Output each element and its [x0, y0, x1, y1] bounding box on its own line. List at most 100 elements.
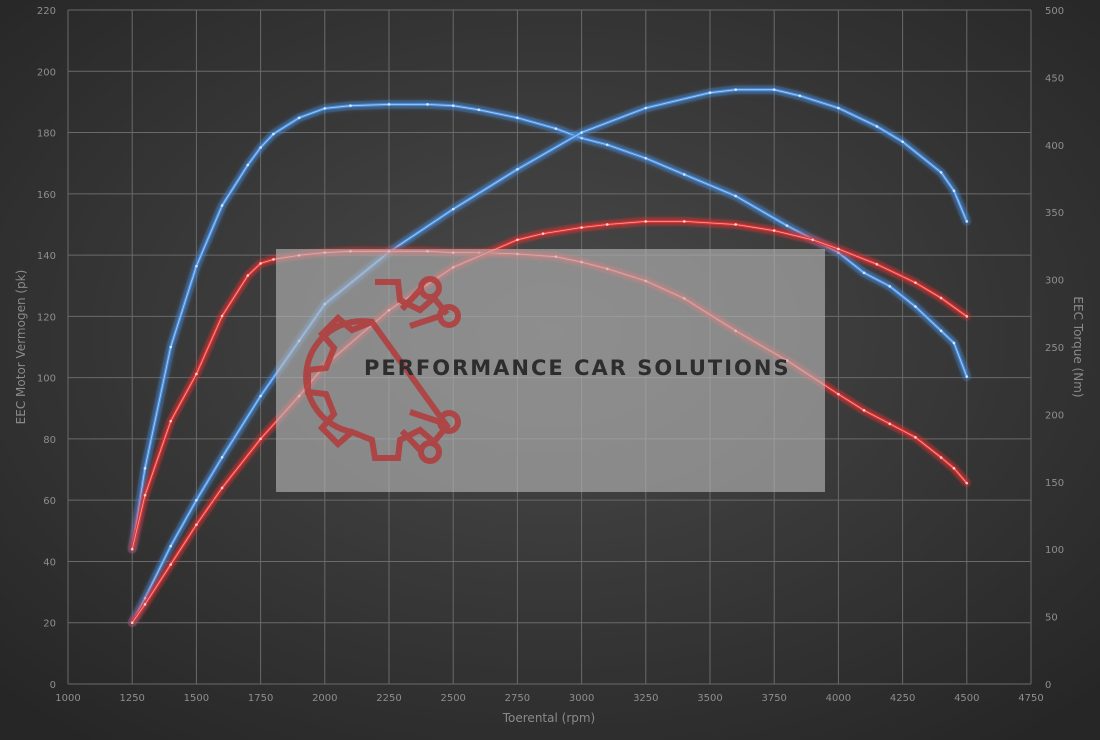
left-tick-label: 120 — [37, 312, 56, 323]
x-tick-label: 3750 — [761, 693, 786, 704]
data-point — [516, 116, 519, 120]
data-point — [965, 375, 969, 378]
data-point — [644, 106, 648, 110]
data-point — [580, 226, 583, 229]
data-point — [914, 436, 917, 439]
watermark-text: PERFORMANCE CAR SOLUTIONS — [364, 356, 791, 380]
right-tick-label: 300 — [1045, 276, 1064, 287]
data-point — [644, 220, 648, 223]
data-point — [811, 238, 815, 242]
data-point — [143, 603, 147, 606]
data-point — [837, 247, 840, 251]
data-point — [772, 88, 776, 91]
data-point — [349, 104, 352, 108]
x-tick-label: 2500 — [440, 693, 465, 704]
left-tick-label: 60 — [43, 496, 56, 507]
data-point — [169, 419, 173, 423]
left-tick-label: 100 — [37, 374, 56, 385]
data-point — [798, 94, 802, 98]
left-tick-label: 20 — [43, 619, 56, 630]
data-point — [451, 207, 455, 211]
right-tick-label: 350 — [1045, 208, 1064, 219]
data-point — [952, 341, 956, 345]
gear-circuit-icon — [303, 276, 461, 464]
right-tick-label: 150 — [1045, 478, 1064, 489]
data-point — [875, 125, 879, 128]
data-point — [605, 143, 609, 147]
data-point — [952, 467, 956, 470]
left-tick-label: 200 — [37, 67, 56, 78]
data-point — [259, 146, 262, 149]
data-point — [914, 281, 917, 284]
left-tick-label: 140 — [37, 251, 56, 262]
data-point — [516, 168, 519, 171]
data-point — [580, 131, 583, 134]
data-point — [901, 140, 904, 144]
data-point — [516, 238, 519, 242]
data-point — [541, 232, 545, 235]
data-point — [143, 596, 147, 600]
data-point — [837, 392, 840, 396]
data-point — [169, 544, 173, 548]
data-point — [683, 220, 686, 223]
x-tick-label: 3000 — [569, 693, 594, 704]
left-tick-label: 80 — [43, 435, 56, 446]
data-point — [644, 156, 648, 160]
left-tick-label: 160 — [37, 190, 56, 201]
data-point — [914, 305, 917, 308]
data-point — [220, 486, 224, 490]
data-point — [734, 223, 737, 226]
data-point — [259, 394, 262, 398]
right-tick-label: 50 — [1045, 613, 1058, 624]
data-point — [580, 136, 583, 140]
data-point — [734, 194, 737, 198]
x-axis-title: Toerental (rpm) — [502, 711, 595, 725]
data-point — [259, 437, 262, 441]
watermark: PERFORMANCE CAR SOLUTIONS — [276, 249, 825, 492]
data-point — [169, 345, 173, 349]
data-point — [708, 91, 712, 95]
data-point — [220, 204, 224, 207]
data-point — [939, 171, 943, 174]
data-point — [477, 108, 481, 112]
right-tick-label: 450 — [1045, 73, 1064, 84]
data-point — [939, 296, 943, 300]
data-point — [195, 498, 198, 502]
right-tick-label: 100 — [1045, 545, 1064, 556]
left-axis-title: EEC Motor Vermogen (pk) — [14, 270, 28, 425]
data-point — [426, 103, 429, 106]
data-point — [734, 88, 737, 91]
x-tick-label: 1250 — [119, 693, 144, 704]
x-tick-label: 3250 — [633, 693, 658, 704]
data-point — [965, 220, 969, 223]
data-point — [323, 107, 327, 110]
series-highlight — [131, 104, 968, 550]
data-point — [554, 127, 558, 130]
right-tick-label: 0 — [1045, 680, 1051, 691]
right-tick-label: 200 — [1045, 410, 1064, 421]
data-point — [965, 315, 969, 318]
x-tick-label: 1500 — [184, 693, 209, 704]
data-point — [888, 285, 892, 288]
left-tick-label: 180 — [37, 129, 56, 140]
data-point — [837, 251, 840, 254]
left-tick-label: 0 — [50, 680, 56, 691]
data-point — [939, 456, 943, 459]
data-point — [130, 547, 134, 551]
right-axis-title: EEC Torque (Nm) — [1071, 296, 1085, 397]
x-tick-label: 4750 — [1018, 693, 1043, 704]
x-tick-label: 4000 — [826, 693, 851, 704]
data-point — [939, 329, 943, 333]
x-tick-label: 2250 — [376, 693, 401, 704]
data-point — [965, 481, 969, 485]
x-axis-ticks: 1000 1250 1500 1750 2000 2250 2500 2750 3000 3250… — [55, 693, 1043, 704]
data-point — [143, 467, 147, 470]
data-point — [387, 103, 391, 106]
data-point — [246, 274, 250, 277]
data-point — [143, 493, 147, 497]
left-axis-ticks: 0 20 40 60 80 100 120 140 160 180 200 220 — [37, 6, 56, 691]
right-axis-ticks: 0 50 100 150 200 250 300 350 400 450 500 — [1045, 6, 1064, 691]
x-tick-label: 4500 — [954, 693, 979, 704]
data-point — [785, 224, 789, 227]
